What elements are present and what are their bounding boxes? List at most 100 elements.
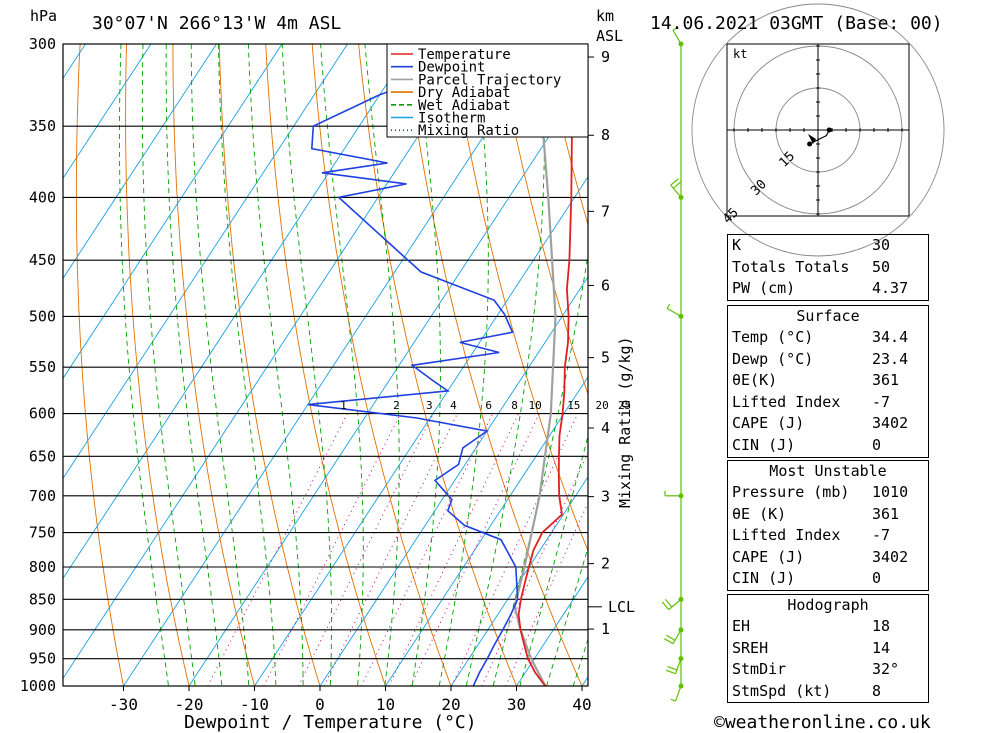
pressure-tick-label: 850 — [29, 590, 56, 608]
wind-barb-staff — [670, 184, 682, 198]
mixing-ratio-label: 6 — [485, 399, 492, 412]
surface-row: Temp (°C) 34.4 — [732, 328, 909, 346]
hodograph-table: Hodograph EH 18 SREH 14 StmDir 32° StmSpd (… — [727, 594, 929, 704]
surface-title: Surface — [796, 307, 860, 325]
wind-barb-staff — [674, 658, 682, 674]
wind-barb-staff — [666, 307, 682, 317]
lcl-label: LCL — [608, 598, 635, 616]
dry-adiabat-line — [947, 7, 1000, 712]
mixing-ratio-label: 4 — [450, 399, 457, 412]
pressure-tick-label: 400 — [29, 188, 56, 206]
pressure-tick-label: 1000 — [20, 677, 56, 695]
dry-adiabat-line — [311, 44, 452, 686]
hodograph-unit: kt — [733, 47, 747, 61]
wet-adiabat-line — [141, 44, 196, 686]
pressure-tick-label: 300 — [29, 35, 56, 53]
dry-adiabat-line — [992, 7, 1000, 712]
mixing-ratio-line — [360, 413, 494, 686]
isotherm-line — [384, 376, 588, 686]
height-tick-label: 6 — [601, 276, 610, 294]
wet-adiabat-line — [438, 44, 489, 686]
wind-barb-flag — [670, 178, 679, 186]
temperature-tick-label: 0 — [315, 695, 325, 714]
legend-label: Dry Adiabat — [418, 85, 511, 101]
legend-label: Mixing Ratio — [418, 123, 519, 139]
height-unit-label-asl: ASL — [596, 27, 623, 45]
pressure-tick-label: 450 — [29, 251, 56, 269]
pressure-tick-label: 600 — [29, 405, 56, 423]
hodograph-row: StmDir 32° — [732, 660, 900, 679]
isotherm-line — [450, 476, 588, 686]
surface-row: Lifted Index -7 — [732, 392, 891, 411]
mixing-ratio-line — [207, 413, 348, 686]
mixing-ratio-line — [323, 413, 458, 686]
pressure-tick-label: 750 — [29, 524, 56, 542]
surface-table: Surface Temp (°C) 34.4 Dewp (°C) 23.4 θE(K… — [727, 305, 929, 458]
height-tick-label: 4 — [601, 419, 610, 437]
mixing-ratio-label: 3 — [426, 399, 433, 412]
wind-barb-flag — [670, 698, 676, 702]
wind-barb-staff — [672, 629, 682, 644]
mixing-ratio-label: 15 — [567, 399, 580, 412]
x-axis-title: Dewpoint / Temperature (°C) — [184, 712, 477, 733]
most-unstable-row: CIN (J) 0 — [732, 569, 882, 588]
indices-table: K 30 Totals Totals 50 PW (cm) 4.37 — [727, 234, 929, 301]
temperature-tick-label: -20 — [175, 695, 204, 714]
pressure-tick-label: 550 — [29, 358, 56, 376]
pressure-unit-label: hPa — [30, 7, 57, 25]
wet-adiabat-line — [190, 44, 250, 686]
dry-adiabat-line — [358, 44, 517, 686]
mixing-ratio-line — [388, 413, 520, 686]
pressure-tick-label: 900 — [29, 621, 56, 639]
dry-adiabat-line — [543, 44, 588, 227]
height-tick-label: 3 — [601, 488, 610, 506]
wet-adiabat-line — [320, 44, 364, 686]
legend-label: Dewpoint — [418, 60, 485, 76]
isotherm-line — [319, 276, 588, 686]
hodograph-row: EH 18 — [732, 617, 891, 635]
wet-adiabat-line — [364, 44, 400, 686]
dry-adiabat-line — [172, 44, 255, 686]
temperature-tick-label: -30 — [109, 695, 138, 714]
height-tick-label: 8 — [601, 126, 610, 144]
most-unstable-row: Lifted Index -7 — [732, 526, 891, 545]
sounding-profiles — [307, 44, 573, 686]
most-unstable-row: Pressure (mb) 1010 — [732, 483, 909, 501]
indices-row: PW (cm) 4.37 — [732, 279, 909, 298]
dry-adiabat-line — [404, 44, 583, 686]
isotherm-line — [63, 44, 414, 580]
isobar-lines — [63, 43, 588, 687]
height-tick-label: 9 — [601, 48, 610, 66]
height-unit-label: km — [596, 7, 614, 25]
wind-barb-flag — [666, 634, 676, 641]
isotherm-line — [515, 576, 588, 686]
axes: 1 2 3 4 6 8 10 15 20 2530035040045050055060065070… — [20, 35, 635, 714]
wind-barb-flag — [664, 599, 673, 608]
hodograph-ring — [691, 3, 945, 257]
location-title: 30°07'N 266°13'W 4m ASL — [92, 13, 341, 34]
legend-label: Temperature — [418, 47, 511, 63]
dry-adiabat-line — [125, 44, 190, 686]
pressure-tick-label: 500 — [29, 307, 56, 325]
wet-adiabat-line — [165, 44, 223, 686]
wind-barb-flag — [672, 27, 678, 31]
wet-adiabat-line — [217, 44, 277, 686]
mixing-ratio-label: 10 — [529, 399, 542, 412]
mixing-ratio-line — [410, 413, 540, 686]
wind-barb-flag — [666, 303, 671, 309]
mixing-ratio-label: 1 — [340, 399, 347, 412]
wind-barb-column — [661, 27, 684, 702]
dry-adiabat-line — [497, 44, 588, 396]
wet-adiabat-line — [546, 546, 588, 686]
adiabat-grid — [63, 7, 1000, 712]
height-tick-label: 7 — [601, 202, 610, 220]
indices-row: Totals Totals 50 — [732, 257, 891, 276]
mixing-ratio-line — [263, 413, 401, 686]
temperature-tick-label: 40 — [572, 695, 591, 714]
mixing-ratio-line — [298, 413, 434, 686]
isotherm-line — [253, 176, 588, 686]
pressure-tick-label: 700 — [29, 487, 56, 505]
mixing-ratio-label: 20 — [596, 399, 609, 412]
